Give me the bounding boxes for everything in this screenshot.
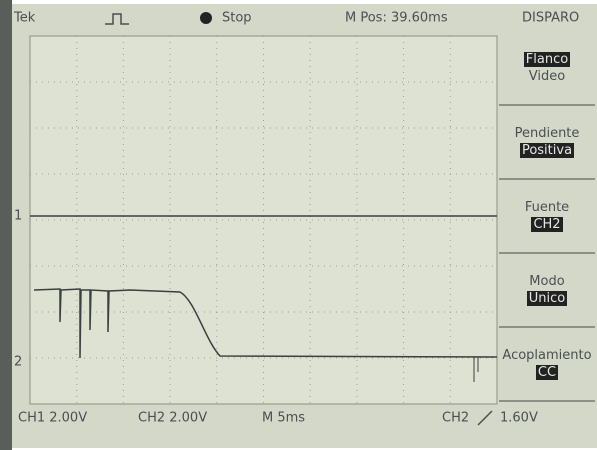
menu-title: DISPARO [522, 11, 579, 26]
menu-item[interactable]: Fuente CH2 [499, 182, 595, 254]
ch2-trace [33, 288, 498, 359]
menu-value: CH2 [531, 217, 563, 232]
ch1-marker: 1 [14, 209, 22, 224]
menu-label: Fuente [524, 200, 570, 215]
trigger-source: CH2 [442, 411, 469, 426]
slope-icon [477, 410, 493, 426]
ch2-marker: 2 [14, 355, 22, 370]
menu-item[interactable]: Modo Unico [499, 256, 595, 328]
bezel [0, 0, 12, 450]
menu-label: Pendiente [514, 126, 580, 141]
ch1-scale: CH1 2.00V [18, 411, 87, 426]
menu-value: Video [528, 69, 566, 84]
menu-label: Flanco [523, 52, 571, 67]
menu-item[interactable]: Pendiente Positiva [499, 108, 595, 180]
brand: Tek [13, 11, 36, 26]
position: M Pos: 39.60ms [345, 11, 448, 26]
menu-label: Modo [529, 274, 565, 289]
trigger-level: 1.60V [500, 411, 538, 426]
stop-dot [200, 12, 212, 24]
menu-label: Acoplamiento [502, 348, 592, 363]
ch2-scale: CH2 2.00V [138, 411, 207, 426]
ch2-glitch [473, 357, 479, 382]
menu-item[interactable]: Acoplamiento CC [499, 330, 595, 402]
menu-item[interactable]: Flanco Video [499, 34, 595, 106]
grid [30, 36, 497, 404]
menu-value: Positiva [519, 143, 575, 158]
timebase: M 5ms [262, 411, 305, 426]
trigger-icon [105, 13, 129, 25]
run-state: Stop [222, 11, 252, 26]
menu-value: CC [535, 365, 559, 380]
menu-value: Unico [526, 291, 568, 306]
